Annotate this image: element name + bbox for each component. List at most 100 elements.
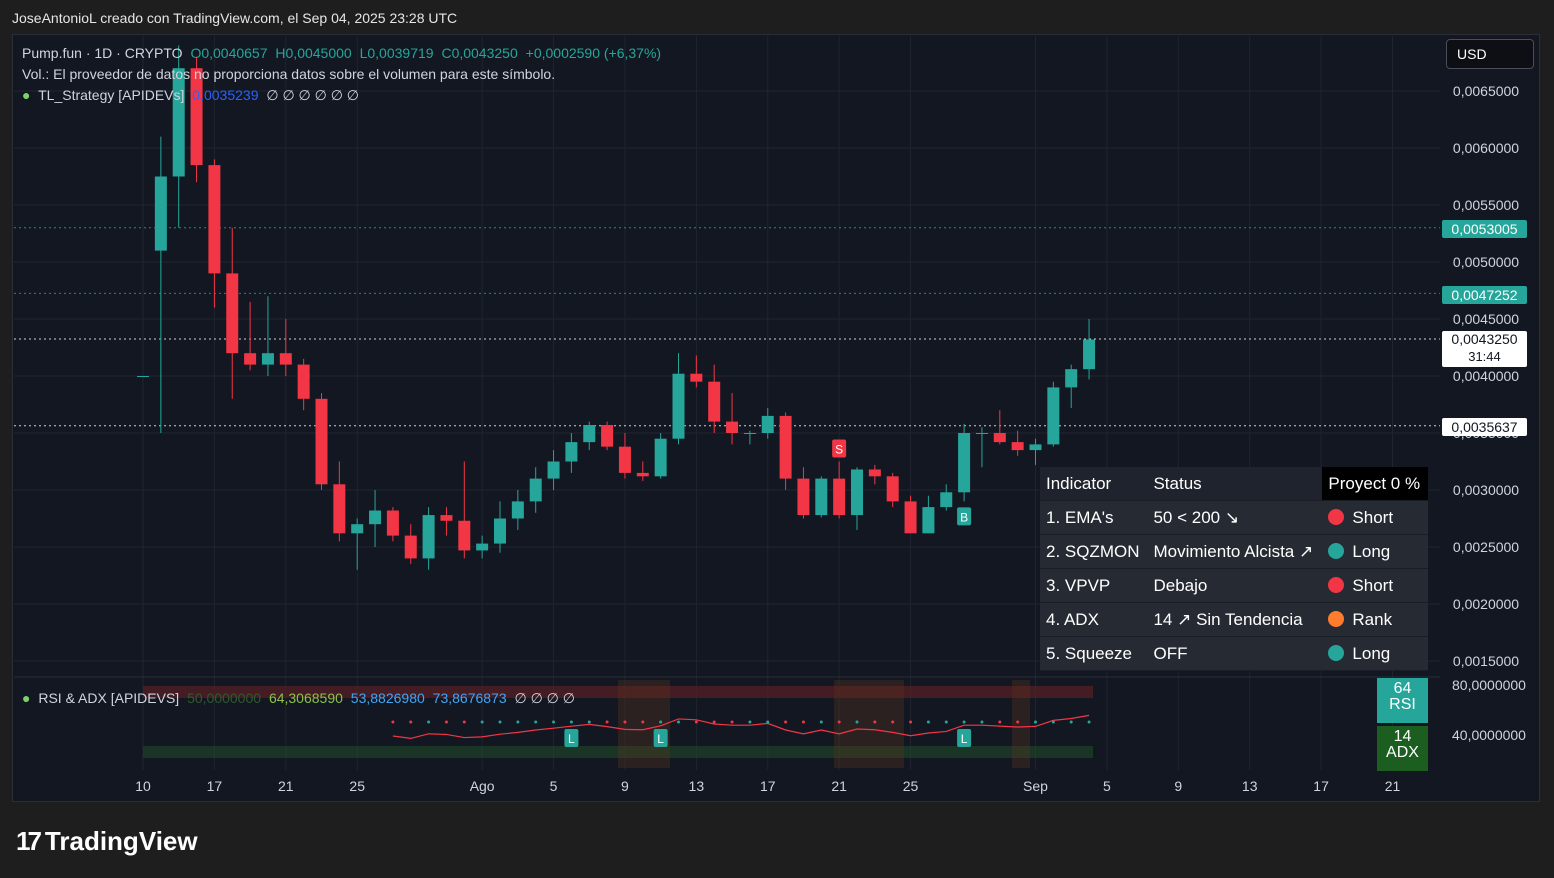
indicator-table: Indicator Status Proyect 0 % 1. EMA's 50…: [1040, 467, 1428, 671]
candle-body: [458, 520, 471, 551]
tradingview-logo[interactable]: 17 TradingView: [16, 826, 198, 857]
adx-dot: [926, 720, 930, 724]
row-signal: Short: [1322, 568, 1428, 603]
candle: [154, 136, 167, 433]
candle-body: [404, 535, 417, 559]
rsi-nulls: ∅ ∅ ∅ ∅: [514, 690, 575, 706]
candle-body: [547, 461, 560, 479]
row-status: Debajo: [1147, 568, 1323, 603]
ohlc-legend: Pump.fun · 1D · CRYPTO O0,0040657 H0,004…: [22, 45, 665, 61]
candle-body: [1083, 339, 1096, 370]
rsi-signal-box: [653, 729, 668, 747]
candle-body: [297, 364, 310, 399]
candle: [422, 507, 435, 570]
candle-body: [279, 353, 292, 365]
signal-marker: B: [957, 507, 972, 526]
candle-body: [654, 438, 667, 477]
adx-dot: [677, 720, 680, 724]
rsi-axis-mid: 40,0000000: [1452, 727, 1526, 743]
candle-body: [601, 425, 614, 447]
candle: [386, 507, 399, 542]
candle-body: [529, 478, 542, 502]
adx-dot: [694, 720, 698, 724]
row-indicator: 1. EMA's: [1040, 500, 1148, 535]
chart-panel[interactable]: [12, 34, 1540, 802]
y-tick-label: 0,0045000: [1453, 311, 1519, 327]
candle-body: [244, 353, 257, 365]
candle: [958, 423, 971, 502]
table-row: 5. Squeeze OFF Long: [1040, 636, 1428, 671]
adx-badge: 14 ADX: [1377, 726, 1428, 771]
candle-body: [315, 398, 328, 485]
row-signal: Rank: [1322, 602, 1428, 637]
candle: [851, 467, 863, 530]
candle-body: [726, 421, 739, 433]
y-tick-label: 0,0020000: [1453, 596, 1519, 612]
candle-body: [351, 524, 364, 534]
adx-dot: [462, 720, 466, 724]
close-value: C0,0043250: [441, 45, 518, 61]
candle-body: [779, 415, 792, 479]
change-value: +0,0002590 (+6,37%): [525, 45, 662, 61]
symbol-label[interactable]: Pump.fun · 1D · CRYPTO: [22, 45, 183, 61]
y-axis: 0,0065000 0,0060000 0,0055000 0,0050000 0,00…: [1453, 83, 1519, 669]
adx-dot: [623, 720, 627, 724]
adx-dot: [766, 720, 770, 724]
header-status: Status: [1147, 467, 1323, 501]
rsi-signal-box: [564, 729, 579, 747]
open-value: O0,0040657: [190, 45, 268, 61]
y-tick-label: 0,0050000: [1453, 254, 1519, 270]
header-indicator: Indicator: [1040, 467, 1148, 501]
rsi-signal-marker: L: [957, 729, 972, 747]
candle: [815, 476, 828, 518]
status-dot-icon: [1328, 542, 1345, 559]
row-status: 14 ↗ Sin Tendencia: [1147, 602, 1323, 637]
candle-body: [386, 510, 399, 536]
strategy-value: 0,0035239: [192, 87, 259, 103]
y-tick-label: 0,0030000: [1453, 482, 1519, 498]
signal-box: [832, 439, 847, 458]
candle: [601, 421, 614, 451]
rsi-highlight-zone: [618, 680, 670, 768]
y-tick-label: 0,0060000: [1453, 140, 1519, 156]
candle: [975, 427, 988, 468]
rsi-axis-top: 80,0000000: [1452, 677, 1526, 693]
price-tag-level1: 0,0053005: [1442, 220, 1527, 238]
row-signal: Short: [1322, 500, 1428, 535]
brand-name: TradingView: [44, 826, 198, 856]
strategy-name[interactable]: TL_Strategy [APIDEVs]: [38, 87, 185, 103]
candle: [547, 450, 560, 490]
adx-dot: [712, 720, 716, 724]
y-tick-label: 0,0025000: [1453, 539, 1519, 555]
candle: [583, 421, 596, 451]
candle-body: [815, 478, 828, 516]
candle-body: [797, 478, 810, 516]
rsi-badge: 64 RSI: [1377, 678, 1428, 723]
adx-dot: [980, 720, 984, 724]
rsi-panel-name[interactable]: RSI & ADX [APIDEVS]: [38, 690, 180, 706]
x-tick-label: 25: [349, 778, 365, 794]
x-tick-label: 5: [1103, 778, 1111, 794]
rsi-legend: ● RSI & ADX [APIDEVS] 50,0000000 64,3068…: [22, 690, 579, 707]
candle: [654, 433, 667, 479]
signal-label: Long: [1352, 541, 1391, 561]
signal-label: B: [960, 510, 968, 524]
currency-button[interactable]: USD: [1446, 39, 1534, 69]
candle: [904, 495, 917, 534]
rsi-badge-label: RSI: [1389, 696, 1416, 713]
adx-dot: [605, 720, 609, 724]
candle: [297, 358, 310, 411]
adx-dot: [391, 720, 395, 724]
candle: [726, 393, 739, 445]
rsi-line: [392, 714, 1090, 740]
signal-label: S: [835, 443, 843, 457]
y-tick-label: 0,0040000: [1453, 368, 1519, 384]
candle: [761, 407, 774, 439]
x-tick-label: 17: [760, 778, 776, 794]
candle: [511, 490, 524, 530]
adx-dot: [409, 720, 413, 724]
price-tag-level3: 0,0035637: [1442, 418, 1527, 436]
candle: [1065, 364, 1078, 408]
candle: [494, 501, 506, 553]
